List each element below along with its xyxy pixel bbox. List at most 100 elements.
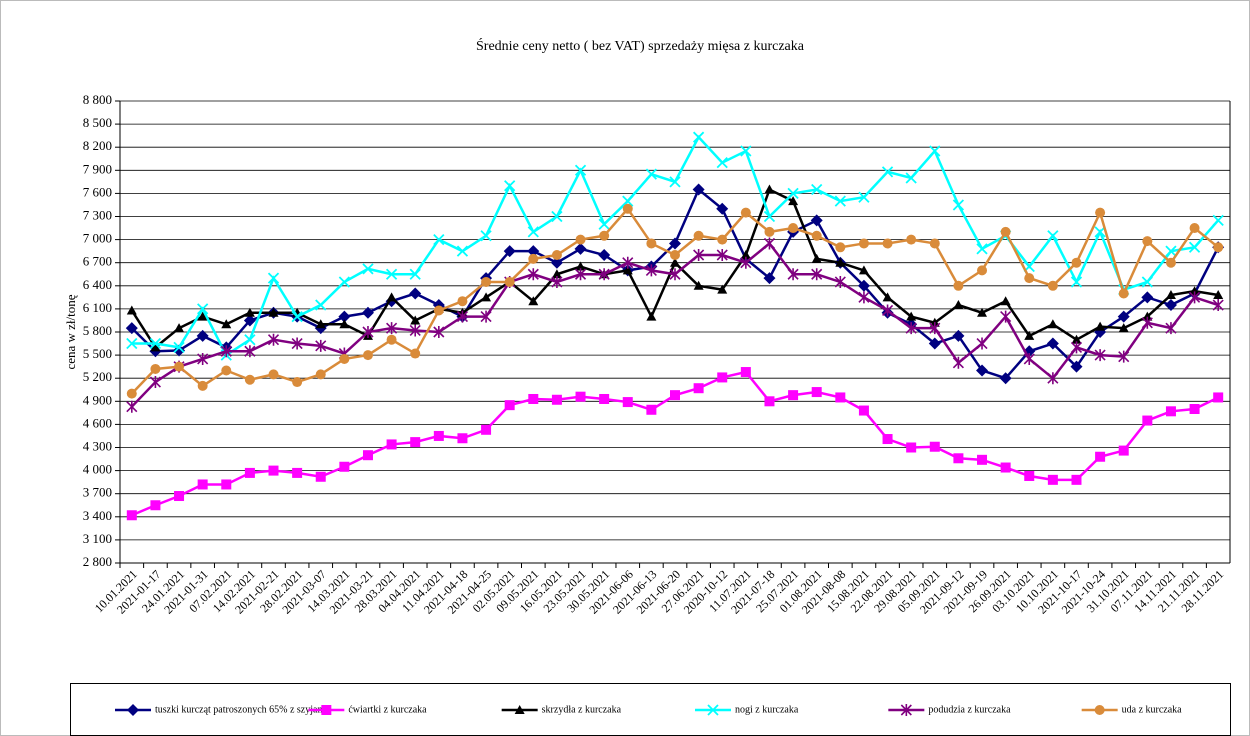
marker <box>197 352 209 365</box>
marker <box>527 268 539 281</box>
marker <box>834 275 846 288</box>
marker <box>433 430 444 441</box>
marker <box>717 284 728 294</box>
marker <box>622 265 633 275</box>
marker <box>1189 286 1200 296</box>
marker <box>645 264 657 277</box>
y-tick-label: 7 900 <box>83 161 112 176</box>
marker <box>220 345 232 358</box>
marker <box>976 243 988 255</box>
marker <box>599 393 610 404</box>
marker <box>1118 350 1130 363</box>
marker <box>267 333 280 346</box>
marker <box>126 305 137 315</box>
marker <box>1165 322 1177 335</box>
marker <box>1047 474 1058 485</box>
marker <box>599 230 610 241</box>
marker <box>763 237 776 250</box>
marker <box>1047 280 1058 291</box>
marker <box>598 218 610 230</box>
marker <box>787 268 799 281</box>
y-tick-label: 4 000 <box>83 462 112 477</box>
y-tick-label: 5 800 <box>83 323 112 338</box>
marker <box>1095 451 1106 462</box>
marker <box>243 314 256 327</box>
marker <box>574 268 587 281</box>
marker <box>1095 321 1106 331</box>
marker <box>504 180 516 192</box>
marker <box>1024 273 1035 284</box>
marker <box>953 280 964 291</box>
marker <box>1189 404 1200 414</box>
marker <box>315 299 327 311</box>
marker <box>834 195 846 207</box>
marker <box>1024 330 1035 340</box>
marker <box>292 467 303 478</box>
marker <box>527 226 539 238</box>
marker <box>386 439 397 450</box>
marker <box>1212 214 1224 226</box>
marker <box>622 203 633 214</box>
marker <box>811 268 823 281</box>
marker <box>1188 241 1201 253</box>
marker <box>858 291 870 304</box>
marker <box>693 230 704 241</box>
marker <box>514 705 525 714</box>
marker <box>339 461 350 472</box>
marker <box>362 263 374 275</box>
marker <box>244 307 255 317</box>
marker <box>1117 310 1130 323</box>
marker <box>763 272 776 285</box>
marker <box>575 234 586 245</box>
marker <box>811 387 822 398</box>
marker <box>1213 290 1224 300</box>
y-tick-label: 3 700 <box>83 485 112 500</box>
marker <box>550 256 563 269</box>
legend-label: ćwiartki z kurczaka <box>348 704 427 715</box>
marker <box>291 310 303 323</box>
marker <box>716 249 728 261</box>
marker <box>126 510 137 521</box>
marker <box>717 234 728 245</box>
marker <box>622 195 634 207</box>
marker <box>906 234 917 245</box>
marker <box>551 275 563 288</box>
y-tick-label: 8 800 <box>83 92 112 107</box>
marker <box>386 322 398 335</box>
y-tick-label: 7 600 <box>83 184 112 199</box>
marker <box>622 397 633 408</box>
y-tick-label: 4 600 <box>83 415 112 430</box>
marker <box>857 279 870 292</box>
marker <box>835 257 846 267</box>
marker <box>716 156 728 169</box>
marker <box>433 326 445 338</box>
marker <box>149 337 162 350</box>
marker <box>221 319 232 329</box>
marker <box>409 287 422 300</box>
marker <box>740 250 751 259</box>
marker <box>126 337 138 350</box>
marker <box>882 238 893 249</box>
marker <box>740 256 752 269</box>
marker <box>457 433 468 444</box>
marker <box>1118 445 1129 456</box>
marker <box>1024 470 1035 481</box>
marker <box>173 341 185 354</box>
y-tick-label: 6 700 <box>83 254 112 269</box>
marker <box>716 202 729 215</box>
marker <box>693 383 704 394</box>
legend-item: skrzydła z kurczaka <box>501 704 622 715</box>
marker <box>788 196 799 206</box>
marker <box>268 369 279 380</box>
marker <box>433 233 445 246</box>
marker <box>480 230 492 242</box>
marker <box>740 145 752 157</box>
marker <box>292 377 303 388</box>
marker <box>1000 226 1011 237</box>
marker <box>386 334 397 345</box>
marker <box>1142 415 1153 426</box>
marker <box>1213 242 1224 253</box>
marker <box>244 334 256 346</box>
marker <box>268 465 279 476</box>
marker <box>315 339 327 352</box>
